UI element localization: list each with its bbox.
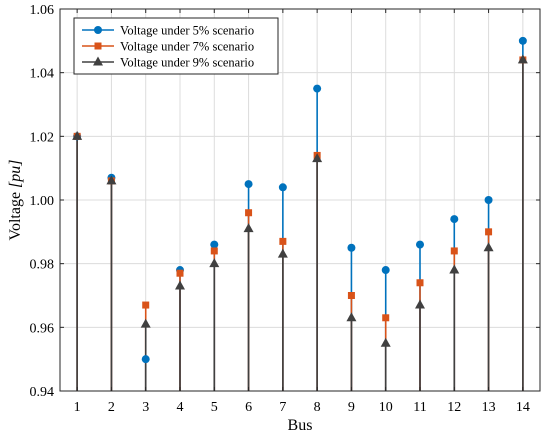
point-series-1-bus-9 bbox=[347, 243, 356, 252]
point-series-3-bus-7 bbox=[277, 248, 288, 258]
legend-label: Voltage under 5% scenario bbox=[120, 24, 254, 38]
point-series-1-bus-11 bbox=[416, 240, 424, 249]
y-tick-label: 0.94 bbox=[30, 385, 55, 400]
point-series-1-bus-6 bbox=[244, 180, 253, 189]
y-tick-label: 0.96 bbox=[30, 321, 55, 336]
legend-marker bbox=[94, 42, 102, 50]
x-tick-label: 2 bbox=[108, 400, 115, 415]
point-series-2-bus-4 bbox=[176, 269, 184, 277]
point-series-2-bus-6 bbox=[245, 209, 253, 217]
y-tick-label: 1.00 bbox=[30, 194, 55, 209]
legend-marker bbox=[94, 26, 102, 34]
point-series-1-bus-7 bbox=[278, 183, 287, 192]
point-series-2-bus-13 bbox=[485, 228, 493, 236]
y-axis-title-unit: [pu] bbox=[7, 159, 24, 187]
y-tick-label: 1.06 bbox=[30, 3, 55, 18]
x-tick-label: 4 bbox=[177, 400, 184, 415]
y-axis-title: Voltage [pu] bbox=[7, 159, 24, 240]
point-series-2-bus-11 bbox=[416, 279, 424, 287]
point-series-1-bus-3 bbox=[141, 355, 150, 364]
x-tick-label: 10 bbox=[379, 400, 393, 415]
x-tick-label: 7 bbox=[279, 400, 286, 415]
point-series-2-bus-12 bbox=[450, 247, 458, 255]
point-series-3-bus-13 bbox=[483, 242, 494, 252]
x-tick-label: 5 bbox=[211, 400, 218, 415]
point-series-1-bus-13 bbox=[484, 196, 493, 204]
point-series-3-bus-3 bbox=[140, 318, 151, 328]
point-series-1-bus-12 bbox=[450, 215, 459, 224]
y-tick-label: 0.98 bbox=[30, 258, 55, 273]
x-tick-label: 1 bbox=[74, 400, 81, 415]
point-series-3-bus-6 bbox=[243, 223, 254, 233]
y-tick-label: 1.02 bbox=[30, 130, 55, 145]
x-tick-label: 13 bbox=[482, 400, 496, 415]
legend-label: Voltage under 7% scenario bbox=[120, 40, 254, 54]
x-tick-label: 9 bbox=[348, 400, 355, 415]
x-tick-label: 3 bbox=[142, 400, 149, 415]
legend: Voltage under 5% scenario Voltage under 7… bbox=[73, 17, 279, 75]
point-series-3-bus-10 bbox=[380, 337, 391, 347]
ticks: 1 2 3 4 5 6 7 8 9 10 11 12 13 140.940.960.981.001.021… bbox=[30, 3, 540, 415]
point-series-3-bus-4 bbox=[175, 280, 185, 290]
x-tick-label: 12 bbox=[447, 400, 461, 415]
point-series-2-bus-3 bbox=[142, 301, 150, 309]
point-series-3-bus-2 bbox=[106, 175, 117, 185]
x-axis-title: Bus bbox=[288, 417, 313, 434]
point-series-3-bus-9 bbox=[346, 312, 357, 322]
point-series-3-bus-8 bbox=[312, 153, 323, 163]
point-series-1-bus-14 bbox=[518, 36, 527, 45]
legend-marker bbox=[93, 56, 103, 66]
point-series-1-bus-10 bbox=[381, 266, 390, 275]
x-tick-label: 6 bbox=[245, 400, 252, 415]
point-series-2-bus-10 bbox=[382, 314, 390, 322]
x-tick-label: 14 bbox=[516, 400, 530, 415]
point-series-3-bus-12 bbox=[449, 264, 460, 274]
markers bbox=[72, 36, 528, 364]
x-tick-label: 11 bbox=[413, 400, 426, 415]
point-series-3-bus-5 bbox=[209, 258, 220, 268]
point-series-1-bus-5 bbox=[210, 240, 219, 249]
point-series-3-bus-14 bbox=[517, 54, 528, 64]
y-axis-title-text: Voltage bbox=[7, 188, 24, 241]
point-series-3-bus-11 bbox=[415, 299, 425, 309]
y-tick-label: 1.04 bbox=[30, 67, 55, 82]
point-series-2-bus-9 bbox=[347, 292, 355, 299]
point-series-2-bus-7 bbox=[279, 237, 287, 245]
point-series-2-bus-5 bbox=[210, 247, 218, 255]
legend-box bbox=[73, 17, 279, 75]
x-tick-label: 8 bbox=[314, 400, 321, 415]
legend-label: Voltage under 9% scenario bbox=[120, 56, 254, 70]
point-series-3-bus-1 bbox=[72, 130, 83, 140]
point-series-1-bus-8 bbox=[313, 84, 322, 93]
